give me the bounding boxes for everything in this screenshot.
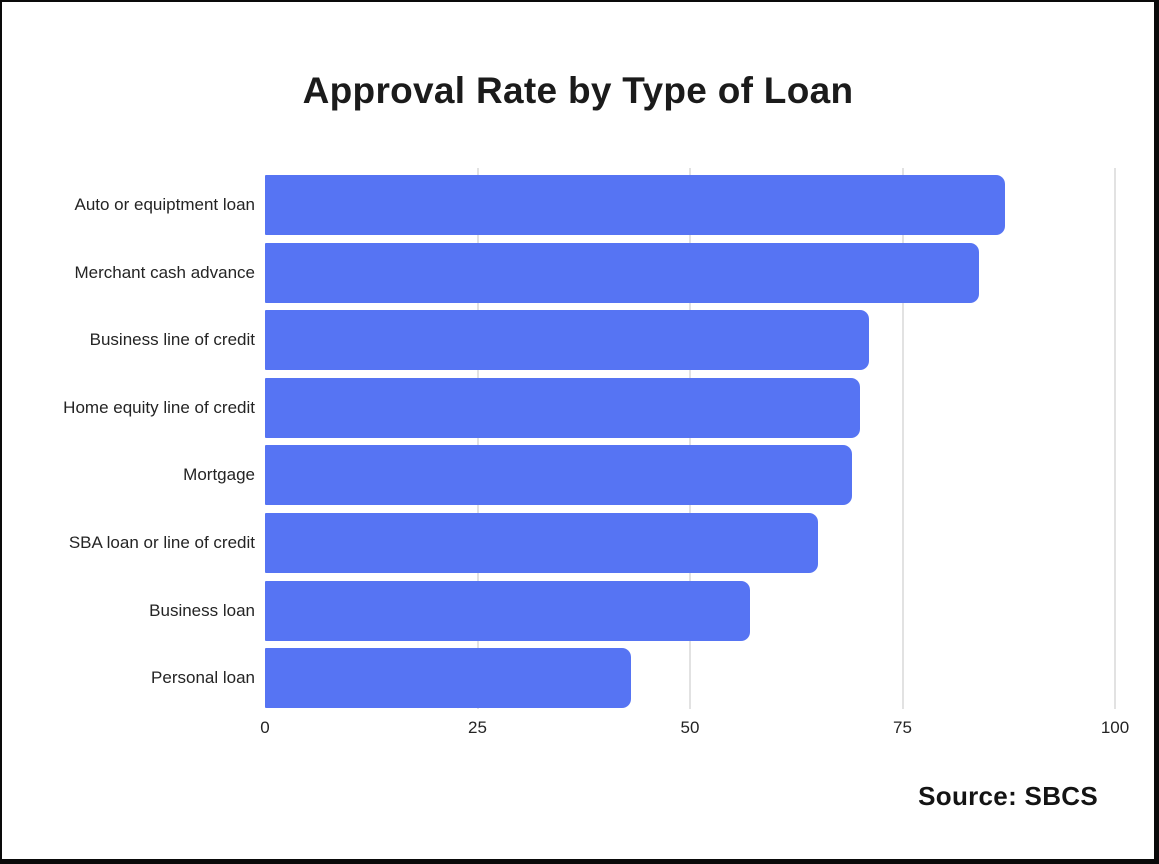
bar [265,648,631,708]
category-label: Home equity line of credit [63,398,255,417]
bar [265,513,818,573]
source-credit: Source: SBCS [918,781,1098,811]
category-label: Personal loan [151,668,255,687]
category-label: Mortgage [183,465,255,484]
bar [265,445,852,505]
bar [265,243,979,303]
bar [265,378,860,438]
bar [265,581,750,641]
gridline [901,168,904,709]
category-label: Business line of credit [89,330,255,349]
x-tick-label: 50 [680,718,700,737]
gridline [476,168,479,709]
x-tick-label: 0 [260,718,270,737]
x-tick-label: 100 [1100,718,1130,737]
bar [265,175,1005,235]
gridline [1114,168,1116,709]
bar [265,310,869,370]
chart-title: Approval Rate by Type of Loan [302,70,854,111]
x-tick-label: 25 [468,718,487,737]
category-label: Merchant cash advance [74,263,256,282]
category-label: Business loan [149,601,255,620]
category-label: Auto or equiptment loan [74,195,255,214]
gridline [689,168,691,709]
x-tick-label: 75 [893,718,912,737]
category-label: SBA loan or line of credit [68,533,255,552]
